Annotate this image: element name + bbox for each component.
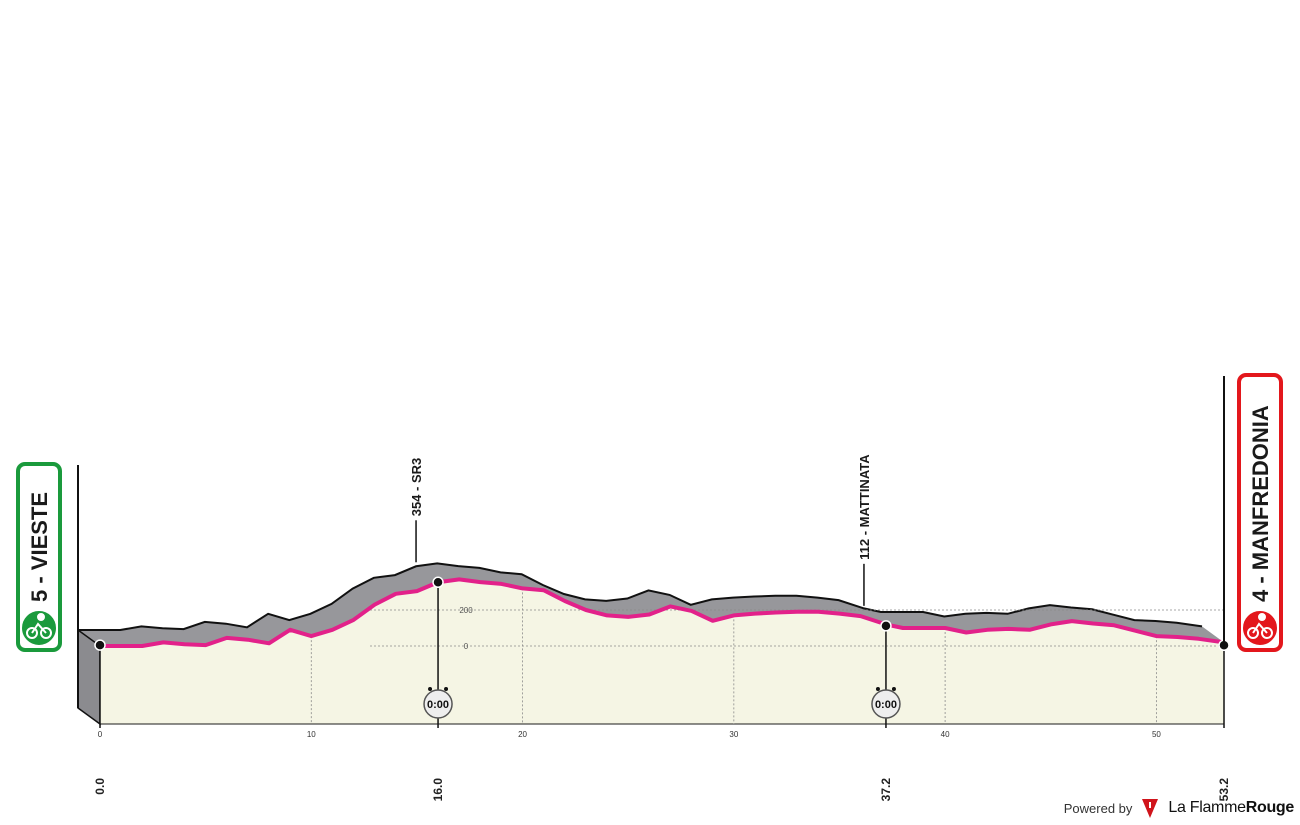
- route-point-marker: [94, 639, 106, 651]
- km-tick-label: 10: [307, 730, 316, 739]
- brand-name: La FlammeRouge: [1168, 799, 1294, 816]
- timing-label: 0:00: [875, 699, 897, 711]
- profile-ridge-line: [78, 562, 1203, 631]
- bike-frame-icon: [1252, 622, 1268, 634]
- route-line: [100, 577, 1225, 648]
- powered-by-credit: Powered by La FlammeRouge: [1064, 797, 1294, 819]
- km-tick-label: 50: [1152, 730, 1161, 739]
- km-marker-label: 37.2: [879, 778, 893, 802]
- bike-wheel-icon: [26, 627, 38, 639]
- elevation-tick-label: 0: [464, 642, 469, 651]
- flame-logo-icon: [1142, 799, 1159, 818]
- point-name-label: 354 - SR3: [409, 458, 424, 517]
- route-point-marker: [432, 576, 444, 589]
- stopwatch-knob: [428, 687, 433, 691]
- powered-by-text: Powered by: [1063, 800, 1133, 816]
- profile-band: [78, 563, 1224, 646]
- stopwatch-knob: [875, 687, 880, 691]
- rider-head-icon: [37, 613, 45, 621]
- start-badge: [16, 462, 62, 652]
- bike-wheel-icon: [40, 627, 52, 639]
- start-label: 5 - VIESTE: [27, 492, 52, 602]
- rider-head-icon: [1258, 613, 1266, 621]
- km-marker-label: 53.2: [1217, 778, 1231, 802]
- bike-wheel-icon: [1261, 627, 1273, 639]
- elevation-tick-label: 200: [459, 606, 473, 615]
- km-tick-label: 20: [518, 730, 527, 739]
- km-tick-label: 30: [729, 730, 738, 739]
- route-point-marker: [880, 620, 892, 632]
- point-name-label: 112 - MATTINATA: [857, 454, 872, 560]
- bike-frame-icon: [31, 622, 47, 634]
- bike-wheel-icon: [1247, 627, 1259, 639]
- cyclist-figure: [1247, 613, 1273, 639]
- stopwatch-knob: [444, 687, 449, 691]
- stopwatch-icon: [423, 689, 453, 719]
- km-marker-label: 16.0: [431, 778, 445, 802]
- km-marker-label: 0.0: [93, 778, 107, 795]
- km-tick-label: 40: [941, 730, 950, 739]
- finish-label: 4 - MANFREDONIA: [1248, 405, 1273, 602]
- cyclist-figure: [26, 613, 52, 639]
- finish-badge: [1237, 373, 1283, 652]
- km-tick-label: 0: [98, 730, 103, 739]
- stopwatch-knob: [891, 687, 896, 691]
- stopwatch-icon: [871, 689, 901, 719]
- timing-label: 0:00: [427, 699, 449, 711]
